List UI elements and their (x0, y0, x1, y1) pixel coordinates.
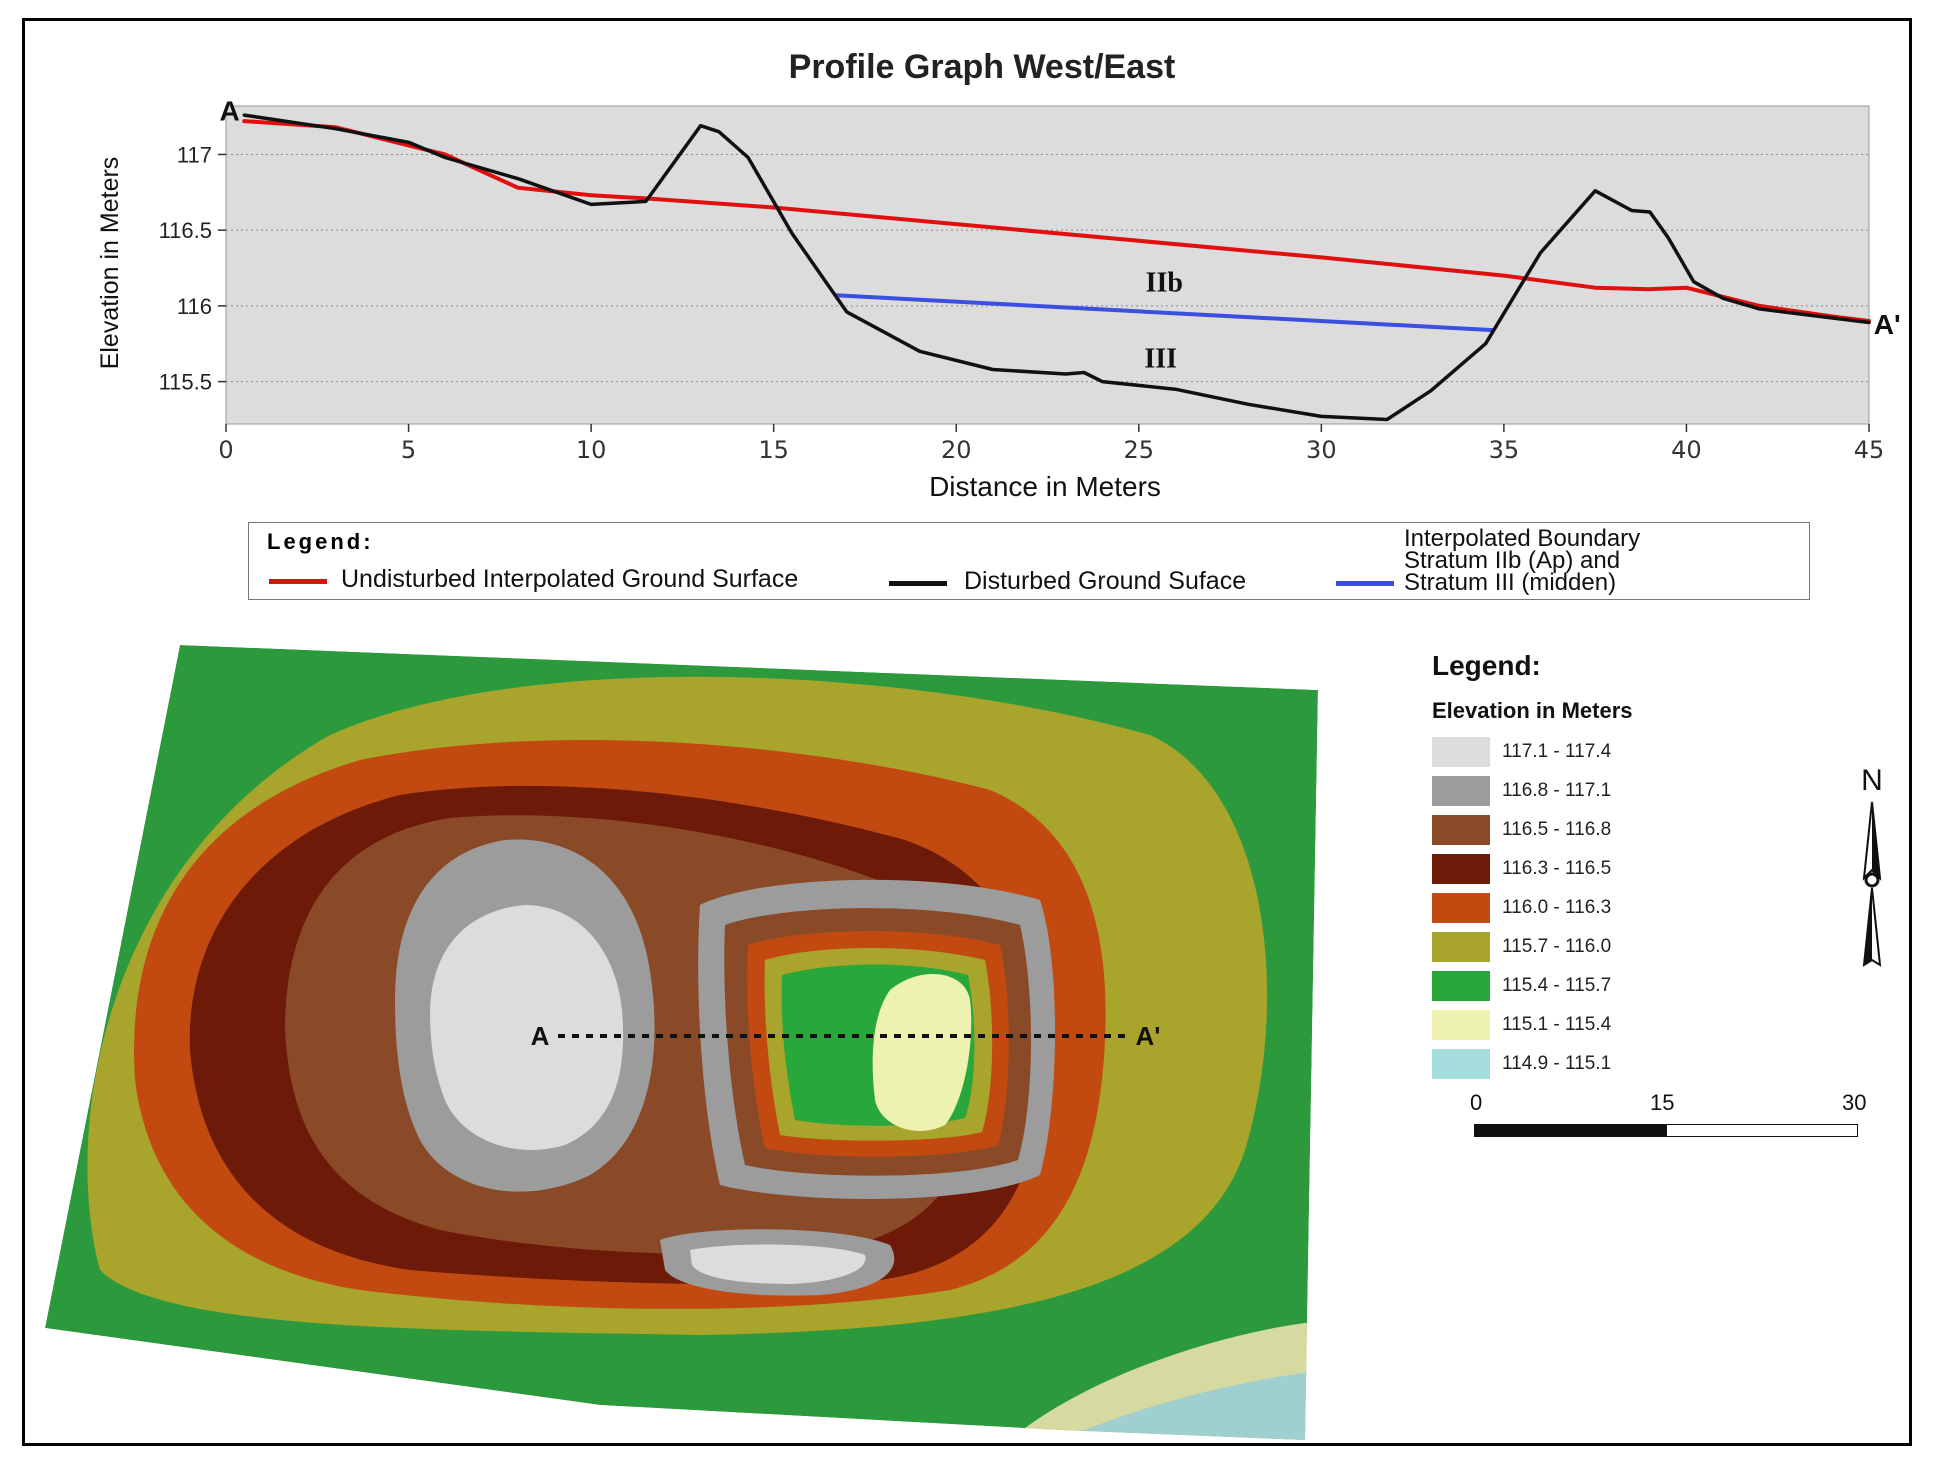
x-tick-label: 40 (1671, 436, 1702, 464)
x-tick-label: 5 (401, 436, 416, 464)
legend-label-undisturbed: Undisturbed Interpolated Ground Surface (341, 565, 799, 593)
map-legend-swatch (1432, 970, 1490, 1001)
series-line-1 (242, 113, 1871, 422)
north-arrow: N (1861, 764, 1883, 967)
x-tick-labels: 0 5 10 15 20 25 30 35 40 45 (218, 424, 1884, 464)
scale-bar-white (1666, 1124, 1858, 1137)
y-tick-label: 116 (177, 294, 212, 319)
scale-tick-30: 30 (1842, 1090, 1867, 1115)
map-legend-row: 117.1 - 117.4 (1432, 732, 1732, 771)
map-legend-row: 116.3 - 116.5 (1432, 849, 1732, 888)
series-lines (242, 113, 1871, 422)
map-legend-label: 116.8 - 117.1 (1502, 779, 1612, 801)
x-tick-label: 45 (1854, 436, 1885, 464)
plot-area (225, 105, 1870, 425)
map-legend-row: 114.9 - 115.1 (1432, 1044, 1732, 1083)
y-tick-label: 116.5 (159, 218, 212, 243)
map-legend-swatch (1432, 814, 1490, 845)
profile-legend-title: Legend: (267, 529, 374, 554)
map-legend-row: 116.8 - 117.1 (1432, 771, 1732, 810)
map-legend-swatch (1432, 892, 1490, 923)
x-tick-label: 30 (1306, 436, 1337, 464)
map-legend-row: 115.4 - 115.7 (1432, 966, 1732, 1005)
chart-title: Profile Graph West/East (789, 48, 1176, 86)
annotation-label: III (1144, 343, 1177, 374)
map-legend-swatch (1432, 1009, 1490, 1040)
legend-label-boundary: Interpolated Boundary Stratum IIb (Ap) a… (1404, 525, 1641, 596)
legend-line-undisturbed (269, 579, 327, 584)
map-legend-label: 116.0 - 116.3 (1502, 896, 1612, 918)
map-legend-swatch (1432, 736, 1490, 767)
y-tick-label: 115.5 (159, 370, 212, 395)
north-arrow-center-icon (1864, 872, 1880, 888)
legend-line-boundary (1336, 581, 1394, 586)
map-legend-label: 116.5 - 116.8 (1502, 818, 1612, 840)
north-label: N (1861, 764, 1883, 797)
x-tick-label: 15 (758, 436, 789, 464)
map-legend-label: 117.1 - 117.4 (1502, 740, 1612, 762)
map-legend-row: 116.5 - 116.8 (1432, 810, 1732, 849)
scale-tick-0: 0 (1470, 1090, 1483, 1115)
map-legend-swatch (1432, 931, 1490, 962)
scale-tick-15: 15 (1650, 1090, 1675, 1115)
map-legend-label: 115.4 - 115.7 (1502, 974, 1612, 996)
annotation-label: IIb (1146, 268, 1183, 299)
boundary-line-3: Stratum III (midden) (1404, 569, 1617, 596)
north-arrow-upper-fill-icon (1872, 802, 1880, 878)
y-axis-label: Elevation in Meters (96, 157, 124, 370)
boundary-line-2: Stratum IIb (Ap) and (1404, 547, 1621, 574)
profile-legend: Legend: Undisturbed Interpolated Ground … (248, 522, 1810, 600)
series-line-2 (833, 293, 1495, 333)
series-line-0 (242, 119, 1871, 323)
x-tick-label: 10 (576, 436, 607, 464)
scale-bar-black (1474, 1124, 1668, 1137)
map-legend-swatch (1432, 1048, 1490, 1079)
x-tick-label: 0 (218, 436, 233, 464)
map-legend-row: 116.0 - 116.3 (1432, 888, 1732, 927)
map-legend-label: 116.3 - 116.5 (1502, 857, 1612, 879)
x-tick-label: 20 (941, 436, 972, 464)
profile-chart: Profile Graph West/East 117 116.5 116 115.5… (96, 48, 1901, 502)
map-legend-row: 115.1 - 115.4 (1432, 1005, 1732, 1044)
x-tick-label: 25 (1124, 436, 1155, 464)
map-legend-subtitle: Elevation in Meters (1432, 698, 1633, 723)
map-legend-title: Legend: (1432, 650, 1541, 681)
map-legend-label: 115.7 - 116.0 (1502, 935, 1612, 957)
x-axis-label: Distance in Meters (929, 471, 1161, 502)
y-tick-label: 117 (177, 142, 212, 167)
legend-label-disturbed: Disturbed Ground Suface (964, 567, 1247, 595)
annotation-label: A' (1874, 309, 1901, 340)
map-legend: Legend: Elevation in Meters 117.1 - 117.… (1432, 650, 1732, 1083)
x-tick-label: 35 (1489, 436, 1520, 464)
map-legend-swatch (1432, 853, 1490, 884)
map-legend-swatch (1432, 775, 1490, 806)
annotations: A A' IIb III (220, 96, 1901, 375)
map-legend-label: 115.1 - 115.4 (1502, 1013, 1612, 1035)
legend-line-disturbed (889, 581, 947, 586)
y-tick-labels: 117 116.5 116 115.5 (159, 142, 226, 395)
map-legend-row: 115.7 - 116.0 (1432, 927, 1732, 966)
map-legend-label: 114.9 - 115.1 (1502, 1052, 1612, 1074)
scale-bar: 0 15 30 (1470, 1090, 1870, 1140)
north-arrow-lower-fill-icon (1864, 888, 1872, 965)
boundary-line-1: Interpolated Boundary (1404, 525, 1641, 552)
annotation-label: A (220, 96, 240, 127)
